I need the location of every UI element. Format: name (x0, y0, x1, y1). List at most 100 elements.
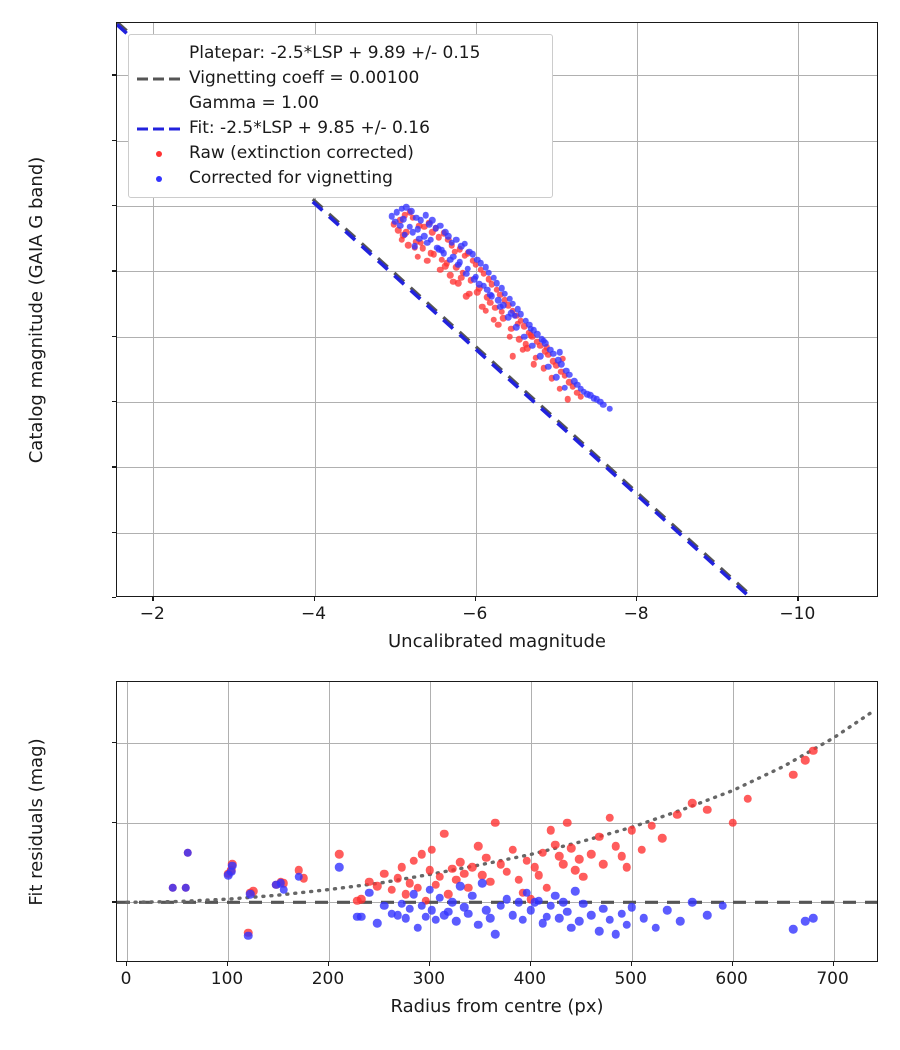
scatter-point (566, 843, 576, 853)
scatter-point (511, 312, 518, 319)
gridline-vertical (314, 23, 316, 596)
scatter-point (427, 845, 437, 854)
scatter-point (417, 217, 425, 224)
scatter-point (396, 222, 404, 229)
scatter-point (475, 281, 483, 288)
scatter-point (508, 845, 517, 854)
scatter-point (599, 904, 608, 913)
scatter-point (801, 755, 810, 765)
scatter-point (466, 290, 473, 297)
scatter-point (522, 888, 531, 897)
legend-label-vignetting-coeff: Vignetting coeff = 0.00100 (189, 68, 420, 88)
dashed-line-blue-icon (137, 122, 181, 136)
scatter-point (438, 247, 446, 254)
scatter-point (596, 398, 604, 406)
scatter-point (475, 285, 483, 292)
scatter-point (490, 274, 497, 282)
y-tick-mark (112, 597, 116, 599)
scatter-point (538, 918, 548, 928)
x-tick-label: 100 (210, 969, 244, 989)
scatter-point (431, 915, 441, 925)
x-tick-label: −4 (301, 604, 327, 624)
scatter-point (435, 893, 445, 902)
scatter-point (445, 232, 452, 240)
scatter-point (517, 311, 525, 318)
scatter-point (243, 931, 253, 941)
scatter-point (562, 818, 572, 827)
scatter-point (417, 850, 427, 859)
scatter-point (437, 222, 444, 229)
scatter-point (391, 218, 399, 225)
scatter-point (519, 346, 526, 353)
y-tick-mark (112, 139, 116, 141)
scatter-point (504, 302, 512, 309)
blue-dot-marker-icon (137, 172, 181, 186)
scatter-point (459, 902, 469, 912)
scatter-point (743, 794, 753, 803)
scatter-point (558, 368, 565, 376)
scatter-point (435, 234, 442, 241)
scatter-point (406, 223, 413, 231)
scatter-point (534, 870, 544, 880)
calibration-legend[interactable]: Platepar: -2.5*LSP + 9.89 +/- 0.15 Vigne… (128, 34, 553, 198)
x-tick-label: 600 (715, 969, 748, 989)
scatter-point (502, 867, 511, 877)
scatter-point (530, 360, 538, 368)
scatter-point (356, 894, 366, 904)
scatter-point (409, 228, 417, 236)
scatter-point (495, 321, 502, 329)
x-tick-mark (474, 597, 477, 601)
y-tick-mark (112, 531, 116, 534)
scatter-point (499, 302, 507, 309)
scatter-point (502, 894, 511, 904)
x-tick-mark (529, 962, 532, 966)
scatter-point (334, 862, 344, 872)
scatter-point (809, 914, 818, 923)
scatter-point (409, 890, 418, 899)
scatter-point (537, 342, 544, 350)
scatter-point (647, 821, 657, 830)
scatter-point (393, 874, 402, 883)
scatter-point (651, 923, 661, 933)
scatter-point (561, 384, 568, 391)
scatter-point (486, 914, 495, 923)
scatter-point (558, 898, 568, 907)
legend-item-corrected: Corrected for vignetting (137, 166, 542, 191)
scatter-point (718, 901, 727, 910)
scatter-point (424, 257, 431, 265)
scatter-point (183, 848, 192, 858)
scatter-point (566, 379, 573, 386)
scatter-point (554, 914, 564, 923)
scatter-point (421, 896, 431, 905)
scatter-point (605, 813, 614, 822)
gridline-vertical (328, 682, 330, 961)
scatter-point (599, 401, 607, 408)
scatter-point (405, 904, 414, 913)
x-tick-mark (126, 962, 128, 966)
scatter-point (703, 910, 712, 920)
scatter-point (545, 351, 552, 359)
scatter-point (527, 332, 534, 339)
scatter-point (590, 394, 597, 402)
scatter-point (373, 918, 382, 928)
scatter-point (561, 372, 568, 380)
scatter-point (373, 882, 382, 891)
scatter-point (637, 845, 647, 854)
scatter-point (570, 377, 578, 385)
scatter-point (474, 288, 481, 296)
x-tick-label: −8 (623, 604, 649, 624)
scatter-point (574, 381, 581, 389)
scatter-point (455, 858, 465, 867)
scatter-point (518, 915, 527, 925)
scatter-point (279, 885, 288, 894)
gridline-vertical (429, 682, 431, 961)
scatter-point (427, 236, 434, 244)
scatter-point (294, 872, 303, 882)
scatter-point (622, 862, 631, 872)
scatter-point (498, 308, 505, 316)
gridline-vertical (228, 682, 230, 961)
scatter-point (662, 906, 672, 915)
x-tick-label: −10 (779, 604, 816, 624)
scatter-point (397, 899, 406, 909)
legend-key-blank (137, 97, 181, 111)
